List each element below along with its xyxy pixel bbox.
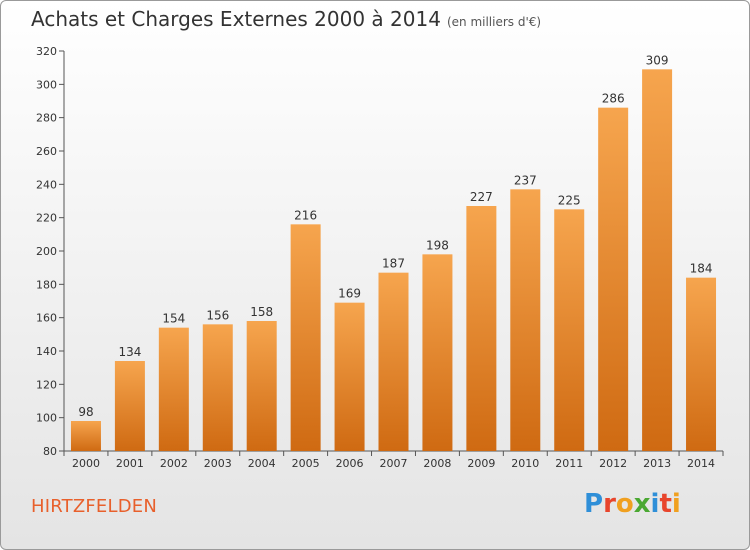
x-tick-label: 2007: [380, 457, 408, 470]
logo-letter: t: [659, 489, 672, 519]
x-tick-label: 2000: [72, 457, 100, 470]
bar: [70, 421, 101, 451]
chart-title: Achats et Charges Externes 2000 à 2014 (e…: [31, 7, 541, 31]
bar: [246, 321, 277, 451]
y-tick-label: 220: [36, 212, 57, 225]
bar-value-label: 286: [602, 92, 625, 106]
bar: [378, 272, 409, 451]
y-tick-label: 240: [36, 178, 57, 191]
x-tick-label: 2013: [643, 457, 671, 470]
x-tick-label: 2009: [467, 457, 495, 470]
bar: [598, 107, 629, 452]
bar: [466, 206, 497, 451]
bar-value-label: 198: [426, 238, 449, 252]
x-tick-label: 2003: [204, 457, 232, 470]
logo-letter: i: [671, 489, 681, 519]
bar-value-label: 187: [382, 257, 405, 271]
bar-value-label: 98: [78, 405, 93, 419]
bar-value-label: 169: [338, 287, 361, 301]
bar-value-label: 134: [118, 345, 141, 359]
bar-value-label: 184: [690, 262, 713, 276]
bar-value-label: 216: [294, 208, 317, 222]
y-tick-label: 300: [36, 78, 57, 91]
bar-value-label: 227: [470, 190, 493, 204]
y-tick-label: 120: [36, 378, 57, 391]
axes: 80 100 120 140 160 180 200 220 240 260 280 300 320 20…: [36, 45, 724, 470]
bar: [686, 277, 717, 451]
logo-letter: P: [584, 489, 604, 519]
bar: [290, 224, 321, 451]
y-tick-label: 180: [36, 278, 57, 291]
bar-value-label: 309: [646, 53, 669, 67]
y-tick-label: 80: [43, 445, 57, 458]
bar: [642, 69, 673, 451]
y-tick-label: 260: [36, 145, 57, 158]
bar: [114, 361, 145, 451]
y-tick-label: 320: [36, 45, 57, 58]
y-tick-label: 280: [36, 112, 57, 125]
bar-value-label: 225: [558, 193, 581, 207]
bar-value-label: 158: [250, 305, 273, 319]
x-tick-label: 2010: [511, 457, 539, 470]
logo-letter: o: [615, 489, 634, 519]
bar: [202, 324, 233, 451]
bar: [334, 302, 365, 451]
town-name: HIRTZFELDEN: [31, 496, 158, 517]
x-tick-label: 2006: [336, 457, 364, 470]
x-tick-label: 2004: [248, 457, 276, 470]
bar: [554, 209, 585, 451]
bar: [422, 254, 453, 451]
bar-value-label: 237: [514, 173, 537, 187]
logo-letter: x: [633, 489, 651, 519]
x-tick-label: 2005: [292, 457, 320, 470]
bar-value-label: 156: [206, 308, 229, 322]
chart-unit: (en milliers d'€): [446, 15, 542, 29]
x-tick-label: 2001: [116, 457, 144, 470]
bar-value-label: 154: [162, 312, 185, 326]
x-tick-label: 2012: [599, 457, 627, 470]
x-tick-label: 2002: [160, 457, 188, 470]
bars: 98 134 154 156 158 216 169 187 198 227 237 225 286 30…: [70, 53, 717, 452]
y-tick-label: 200: [36, 245, 57, 258]
y-tick-label: 160: [36, 312, 57, 325]
chart-title-text: Achats et Charges Externes 2000 à 2014: [31, 7, 441, 31]
x-tick-label: 2008: [423, 457, 451, 470]
logo-letter: r: [603, 489, 616, 519]
proxiti-logo: Proxiti: [584, 489, 681, 519]
bar: [158, 327, 189, 451]
y-tick-label: 100: [36, 412, 57, 425]
x-tick-label: 2011: [555, 457, 583, 470]
logo-letter: i: [650, 489, 660, 519]
bar: [510, 189, 541, 452]
y-tick-label: 140: [36, 345, 57, 358]
x-tick-label: 2014: [687, 457, 715, 470]
